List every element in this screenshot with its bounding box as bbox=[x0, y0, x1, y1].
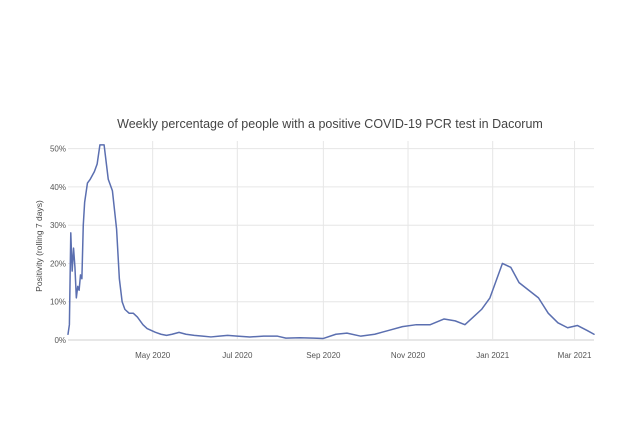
x-tick-label: Nov 2020 bbox=[391, 351, 426, 360]
y-tick-label: 40% bbox=[50, 183, 66, 192]
y-tick-label: 0% bbox=[54, 336, 66, 345]
series-layer bbox=[67, 144, 595, 340]
chart-title: Weekly percentage of people with a posit… bbox=[117, 117, 543, 131]
x-tick-label: Jul 2020 bbox=[222, 351, 253, 360]
x-tick-label: Sep 2020 bbox=[306, 351, 341, 360]
x-tick-label: Mar 2021 bbox=[558, 351, 592, 360]
grid-lines bbox=[68, 141, 594, 341]
y-tick-label: 20% bbox=[50, 259, 66, 268]
y-tick-label: 30% bbox=[50, 221, 66, 230]
x-axis-ticks: May 2020 Jul 2020 Sep 2020 Nov 2020 Jan 2021… bbox=[135, 351, 592, 360]
y-axis-title: Positivity (rolling 7 days) bbox=[34, 200, 44, 292]
y-tick-label: 10% bbox=[50, 298, 66, 307]
positivity-series-line bbox=[67, 144, 595, 340]
x-tick-label: May 2020 bbox=[135, 351, 171, 360]
x-tick-label: Jan 2021 bbox=[476, 351, 509, 360]
y-axis-ticks: 0% 10% 20% 30% 40% 50% bbox=[50, 145, 66, 345]
y-tick-label: 50% bbox=[50, 145, 66, 154]
